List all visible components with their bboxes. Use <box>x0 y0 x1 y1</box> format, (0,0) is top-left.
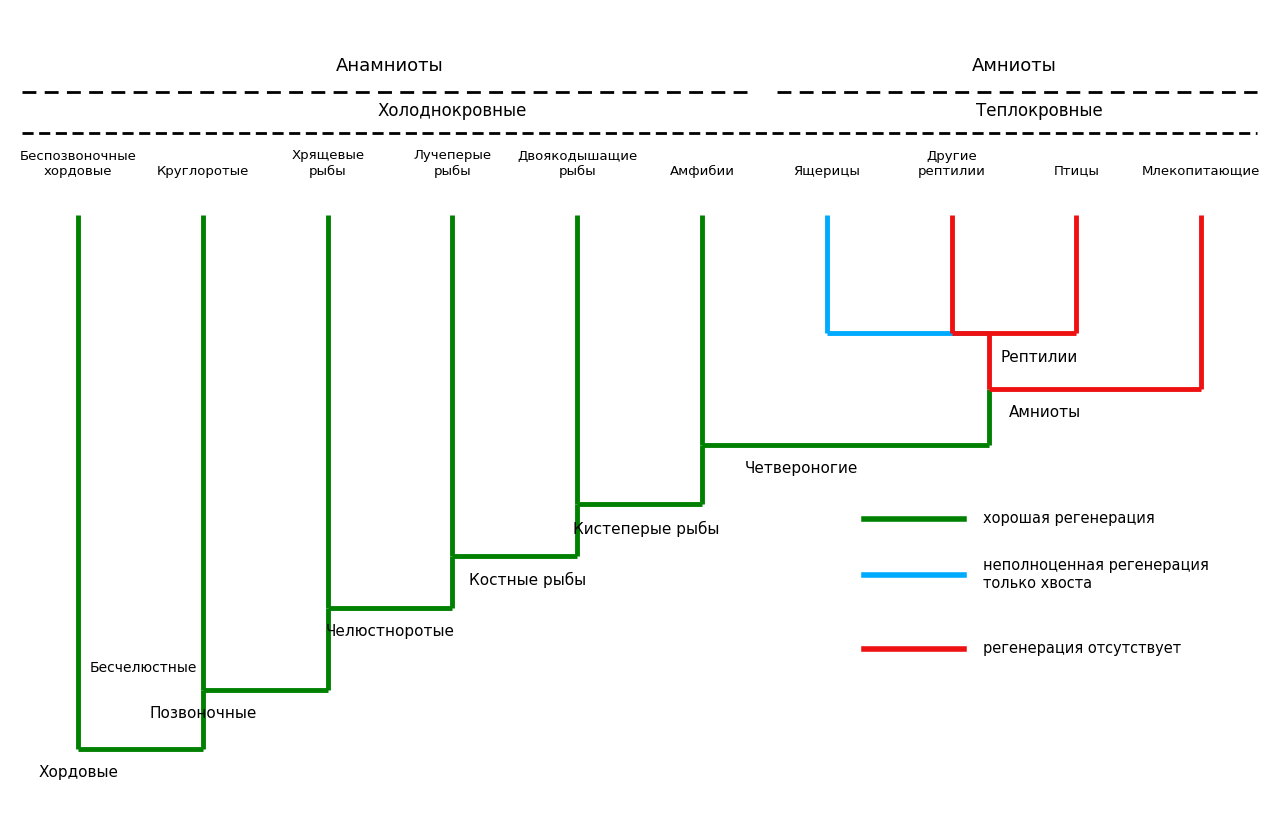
Text: регенерация отсутствует: регенерация отсутствует <box>983 642 1181 657</box>
Text: Челюстноротые: Челюстноротые <box>325 624 454 639</box>
Text: Амниоты: Амниоты <box>1009 405 1082 420</box>
Text: Амниоты: Амниоты <box>972 57 1056 76</box>
Text: Двоякодышащие
рыбы: Двоякодышащие рыбы <box>517 149 637 178</box>
Text: Бесчелюстные: Бесчелюстные <box>90 662 197 676</box>
Text: Теплокровные: Теплокровные <box>975 102 1102 120</box>
Text: неполноценная регенерация
только хвоста: неполноценная регенерация только хвоста <box>983 559 1208 591</box>
Text: Позвоночные: Позвоночные <box>150 706 256 720</box>
Text: Другие
рептилии: Другие рептилии <box>918 149 986 178</box>
Text: Млекопитающие: Млекопитающие <box>1142 164 1261 178</box>
Text: Круглоротые: Круглоротые <box>156 164 250 178</box>
Text: Хрящевые
рыбы: Хрящевые рыбы <box>291 149 365 178</box>
Text: Лучеперые
рыбы: Лучеперые рыбы <box>413 149 492 178</box>
Text: Четвероногие: Четвероногие <box>745 461 859 476</box>
Text: Анамниоты: Анамниоты <box>337 57 444 76</box>
Text: хорошая регенерация: хорошая регенерация <box>983 511 1155 526</box>
Text: Ящерицы: Ящерицы <box>794 164 860 178</box>
Text: Холоднокровные: Холоднокровные <box>378 102 527 120</box>
Text: Амфибии: Амфибии <box>669 164 735 178</box>
Text: Костные рыбы: Костные рыбы <box>468 573 586 588</box>
Text: Птицы: Птицы <box>1053 164 1100 178</box>
Text: Кистеперые рыбы: Кистеперые рыбы <box>572 520 719 536</box>
Text: Рептилии: Рептилии <box>1000 349 1078 364</box>
Text: Хордовые: Хордовые <box>38 765 118 780</box>
Text: Беспозвоночные
хордовые: Беспозвоночные хордовые <box>19 149 137 178</box>
